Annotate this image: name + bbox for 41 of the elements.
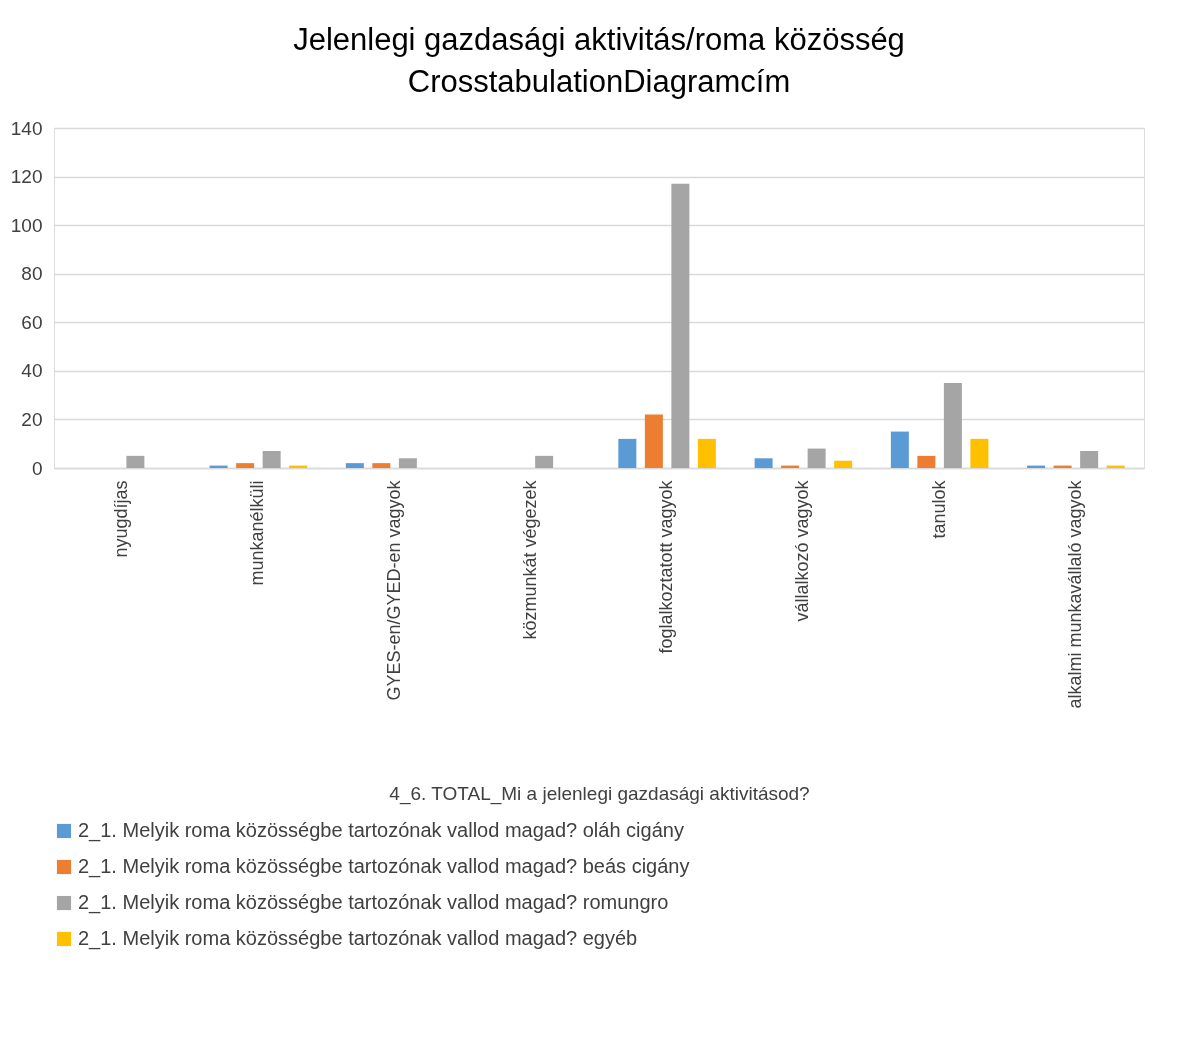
x-tick-label: munkanélküli [247,480,268,586]
y-tick-label: 140 [10,117,43,139]
x-tick-label: GYES-en/GYED-en vagyok [383,479,404,701]
bar [372,463,391,468]
legend-label: 2_1. Melyik roma közösségbe tartozónak vallod magad? beás cigány [78,855,690,878]
bar [834,460,853,468]
bar [970,438,989,468]
y-tick-label: 80 [21,263,43,285]
chart-title: Jelenlegi gazdasági aktivitás/roma közösség CrosstabulationDiagramcím [293,22,905,99]
bar [671,183,690,468]
x-tick-label: tanulok [928,479,949,539]
bar [943,383,962,468]
bar [262,451,281,468]
bar [236,463,255,468]
bar [535,455,554,468]
legend-label: 2_1. Melyik roma közösségbe tartozónak vallod magad? romungro [78,891,669,914]
bar [126,455,145,468]
bar [807,448,826,468]
bar [644,414,663,468]
x-axis-title: 4_6. TOTAL_Mi a jelenlegi gazdasági aktivitásod? [389,782,810,805]
legend-label: 2_1. Melyik roma közösségbe tartozónak vallod magad? egyéb [78,927,638,950]
bar [1080,451,1099,468]
y-tick-label: 100 [10,214,43,236]
x-tick-label: foglalkoztatott vagyok [656,479,677,654]
bar [697,438,716,468]
x-tick-label: alkalmi munkavállaló vagyok [1064,479,1085,709]
bar [890,431,909,468]
bar [917,455,936,468]
y-tick-label: 20 [21,408,43,430]
bar [345,463,364,468]
y-tick-label: 0 [31,457,43,479]
y-tick-label: 40 [21,360,43,382]
bar [618,438,637,468]
y-tick-label: 60 [21,311,43,333]
x-tick-label: nyugdíjas [111,480,132,558]
y-tick-label: 120 [10,166,43,188]
bar [754,458,773,468]
x-tick-label: vállalkozó vagyok [792,479,813,622]
x-tick-label: közmunkát végezek [519,479,540,640]
bar [398,458,417,468]
legend-label: 2_1. Melyik roma közösségbe tartozónak vallod magad? oláh cigány [78,819,684,842]
